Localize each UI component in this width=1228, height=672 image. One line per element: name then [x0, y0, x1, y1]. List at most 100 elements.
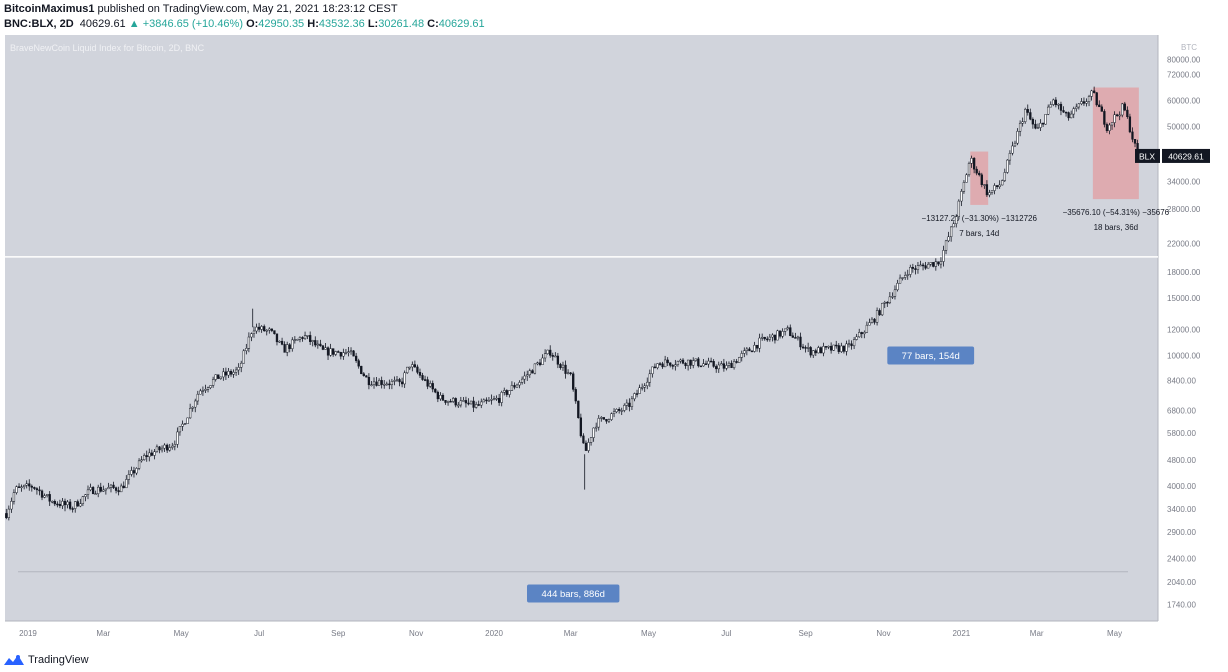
candle — [595, 422, 598, 432]
candle — [1049, 101, 1052, 108]
candle — [993, 183, 996, 195]
candle — [564, 360, 567, 379]
candle — [434, 388, 437, 394]
candle — [947, 231, 950, 243]
candle — [191, 406, 194, 412]
candle — [888, 292, 892, 305]
candle — [475, 401, 478, 409]
badge-value: 40629.61 — [1168, 151, 1204, 161]
tradingview-logo-icon[interactable] — [4, 654, 24, 666]
candle — [462, 397, 465, 402]
candle — [288, 342, 291, 353]
candle — [520, 376, 524, 385]
candle — [265, 329, 268, 336]
candle — [932, 262, 935, 268]
candle — [566, 369, 570, 375]
candle — [883, 300, 886, 309]
candle — [130, 466, 133, 477]
candle — [674, 359, 677, 371]
candle — [697, 357, 700, 368]
candle — [725, 361, 728, 371]
candle — [508, 390, 511, 398]
candle — [738, 356, 741, 363]
candle — [286, 341, 289, 357]
candle — [658, 362, 662, 366]
candle — [74, 501, 77, 513]
candle — [418, 368, 422, 378]
candle — [91, 486, 95, 495]
candle — [1016, 128, 1019, 146]
candle — [840, 342, 843, 353]
candle — [380, 376, 383, 389]
candle — [873, 318, 876, 325]
open-value: 42950.35 — [258, 18, 305, 30]
candle — [942, 245, 945, 267]
candle — [949, 226, 953, 242]
badge-name-box — [1135, 148, 1160, 163]
badge-name: BLX — [1139, 151, 1155, 161]
candle — [505, 389, 508, 397]
candle — [651, 366, 654, 378]
candle — [449, 398, 452, 403]
candle — [572, 371, 575, 392]
candle — [776, 329, 779, 341]
candle — [633, 392, 636, 402]
candle — [352, 349, 355, 357]
candle — [589, 437, 593, 446]
candle — [168, 443, 171, 452]
low-value: 30261.48 — [378, 18, 425, 30]
author-name[interactable]: BitcoinMaximus1 — [4, 3, 95, 15]
candle — [852, 337, 856, 350]
candle — [574, 387, 577, 404]
candle — [186, 417, 189, 424]
candle — [875, 307, 879, 326]
candle — [781, 328, 784, 339]
candle — [68, 499, 72, 511]
candle — [628, 398, 631, 412]
candle — [1064, 111, 1068, 117]
candle — [1110, 122, 1114, 130]
candle — [919, 260, 922, 267]
candle — [15, 485, 18, 495]
candle — [377, 378, 381, 386]
candle — [1052, 98, 1055, 107]
candle — [1090, 89, 1093, 101]
candle — [439, 392, 442, 401]
candle — [135, 467, 138, 476]
candle — [232, 369, 235, 378]
price-axis[interactable] — [1158, 35, 1228, 621]
candle — [48, 491, 51, 506]
candle — [988, 189, 991, 198]
candle — [692, 357, 695, 369]
candle — [354, 352, 358, 363]
candle — [280, 337, 284, 346]
candle — [893, 285, 897, 300]
candle — [459, 396, 462, 408]
candle — [983, 183, 986, 189]
footer-brand[interactable]: TradingView — [28, 654, 89, 666]
candle — [784, 328, 787, 336]
candle — [939, 257, 943, 269]
candle — [743, 347, 746, 358]
candle — [753, 341, 756, 353]
measure-duration-text: 7 bars, 14d — [959, 229, 999, 238]
x-tick-label: May — [174, 629, 189, 638]
y-tick-label: 2400.00 — [1167, 555, 1196, 564]
candle — [332, 348, 335, 357]
candle — [955, 214, 958, 228]
x-tick-label: May — [1107, 629, 1122, 638]
candle — [671, 364, 674, 370]
range-label-text: 77 bars, 154d — [902, 351, 960, 362]
candle — [339, 351, 342, 360]
candle — [896, 279, 899, 292]
candle — [234, 366, 238, 376]
candle — [326, 346, 330, 361]
candle — [878, 308, 881, 316]
candle — [1075, 103, 1078, 112]
candle — [789, 324, 792, 337]
candle — [107, 482, 110, 490]
candle — [847, 339, 851, 348]
candle — [518, 380, 521, 389]
candle — [523, 371, 526, 384]
